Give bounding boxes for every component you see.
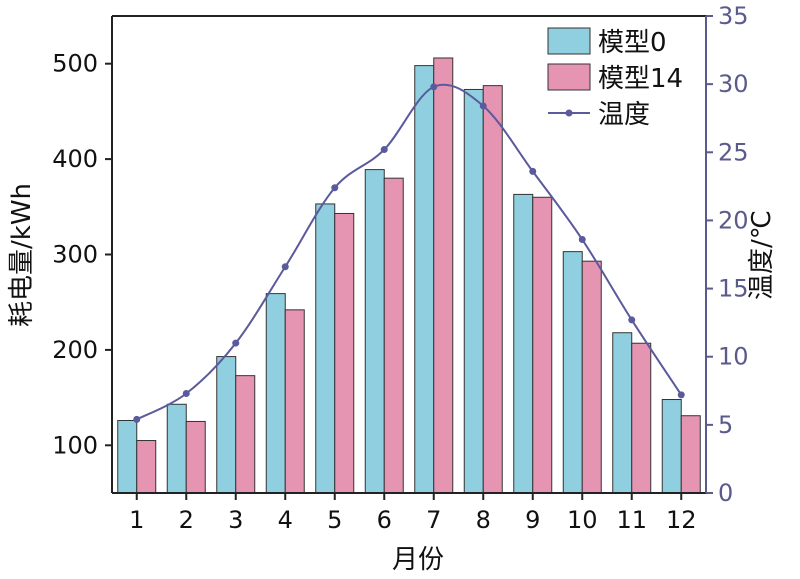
x-tick-label-10: 10: [567, 506, 598, 534]
bar-series-1-month-8: [463, 88, 484, 494]
bar-series-1-month-3: [216, 356, 237, 494]
temperature-point-month-2: [182, 390, 190, 398]
x-axis-title: 月份: [392, 545, 444, 575]
temperature-point-month-4: [281, 263, 289, 271]
y-right-tick-label-10: 10: [718, 343, 749, 371]
temperature-point-month-5: [331, 184, 339, 192]
bar-series-2-month-2: [185, 420, 206, 494]
y-axis-right-title: 温度/℃: [747, 210, 777, 300]
temperature-point-month-10: [578, 236, 586, 244]
bars-group: [117, 57, 701, 494]
y-tick-label-100: 100: [52, 431, 98, 459]
y-right-tick-label-15: 15: [718, 275, 749, 303]
bar-series-2-month-1: [136, 440, 157, 494]
temperature-point-month-9: [529, 167, 537, 175]
y-right-tick-label-20: 20: [718, 206, 749, 234]
x-tick-label-6: 6: [377, 506, 392, 534]
temperature-point-month-6: [380, 146, 388, 154]
legend-marker-temperature: [565, 109, 573, 117]
bar-series-1-month-1: [117, 419, 138, 494]
x-tick-label-3: 3: [228, 506, 243, 534]
x-tick-label-5: 5: [327, 506, 342, 534]
y-right-tick-label-25: 25: [718, 138, 749, 166]
bar-series-1-month-4: [265, 293, 286, 494]
x-tick-label-1: 1: [129, 506, 144, 534]
y-tick-label-200: 200: [52, 336, 98, 364]
bar-series-1-month-6: [364, 169, 385, 494]
bar-series-1-month-11: [612, 332, 633, 494]
legend-swatch-series-2: [547, 63, 591, 91]
x-tick-label-12: 12: [666, 506, 697, 534]
bar-series-2-month-11: [631, 342, 652, 494]
bar-series-1-month-2: [166, 403, 187, 494]
bar-series-2-month-3: [235, 375, 256, 494]
bar-series-2-month-7: [433, 57, 454, 494]
y-axis-title: 耗电量/kWh: [7, 183, 37, 327]
legend-label-series-2: 模型14: [598, 64, 683, 94]
y-right-tick-label-30: 30: [718, 70, 749, 98]
legend-label-series-1: 模型0: [598, 28, 667, 58]
temperature-point-month-12: [677, 391, 685, 399]
x-tick-label-7: 7: [426, 506, 441, 534]
x-tick-label-2: 2: [179, 506, 194, 534]
temperature-point-month-8: [479, 102, 487, 110]
bar-series-2-month-9: [532, 196, 553, 494]
x-tick-label-4: 4: [278, 506, 293, 534]
bar-series-2-month-6: [383, 177, 404, 494]
bar-series-2-month-4: [284, 309, 305, 494]
temperature-point-month-3: [232, 339, 240, 347]
bar-series-2-month-5: [334, 212, 355, 494]
y-tick-label-300: 300: [52, 241, 98, 269]
legend-label-temperature: 温度: [598, 100, 650, 130]
x-tick-label-9: 9: [525, 506, 540, 534]
bar-series-1-month-9: [513, 193, 534, 494]
y-right-tick-label-35: 35: [718, 2, 749, 30]
legend: 模型0 模型14 温度: [547, 27, 683, 130]
bar-series-1-month-5: [315, 203, 336, 494]
y-tick-label-400: 400: [52, 145, 98, 173]
bar-series-1-month-12: [661, 399, 682, 494]
x-tick-label-11: 11: [616, 506, 647, 534]
y-right-tick-label-0: 0: [718, 479, 733, 507]
y-right-tick-label-5: 5: [718, 411, 733, 439]
bar-series-1-month-7: [414, 65, 435, 494]
bar-series-2-month-8: [482, 85, 503, 494]
bar-series-2-month-12: [680, 415, 701, 494]
temperature-point-month-1: [133, 415, 141, 423]
temperature-point-month-7: [430, 83, 438, 91]
bar-series-1-month-10: [562, 251, 583, 494]
temperature-line-group: [133, 83, 685, 423]
temperature-point-month-11: [628, 316, 636, 324]
y-tick-label-500: 500: [52, 50, 98, 78]
legend-swatch-series-1: [547, 27, 591, 55]
bar-series-2-month-10: [581, 260, 602, 494]
x-tick-label-8: 8: [476, 506, 491, 534]
